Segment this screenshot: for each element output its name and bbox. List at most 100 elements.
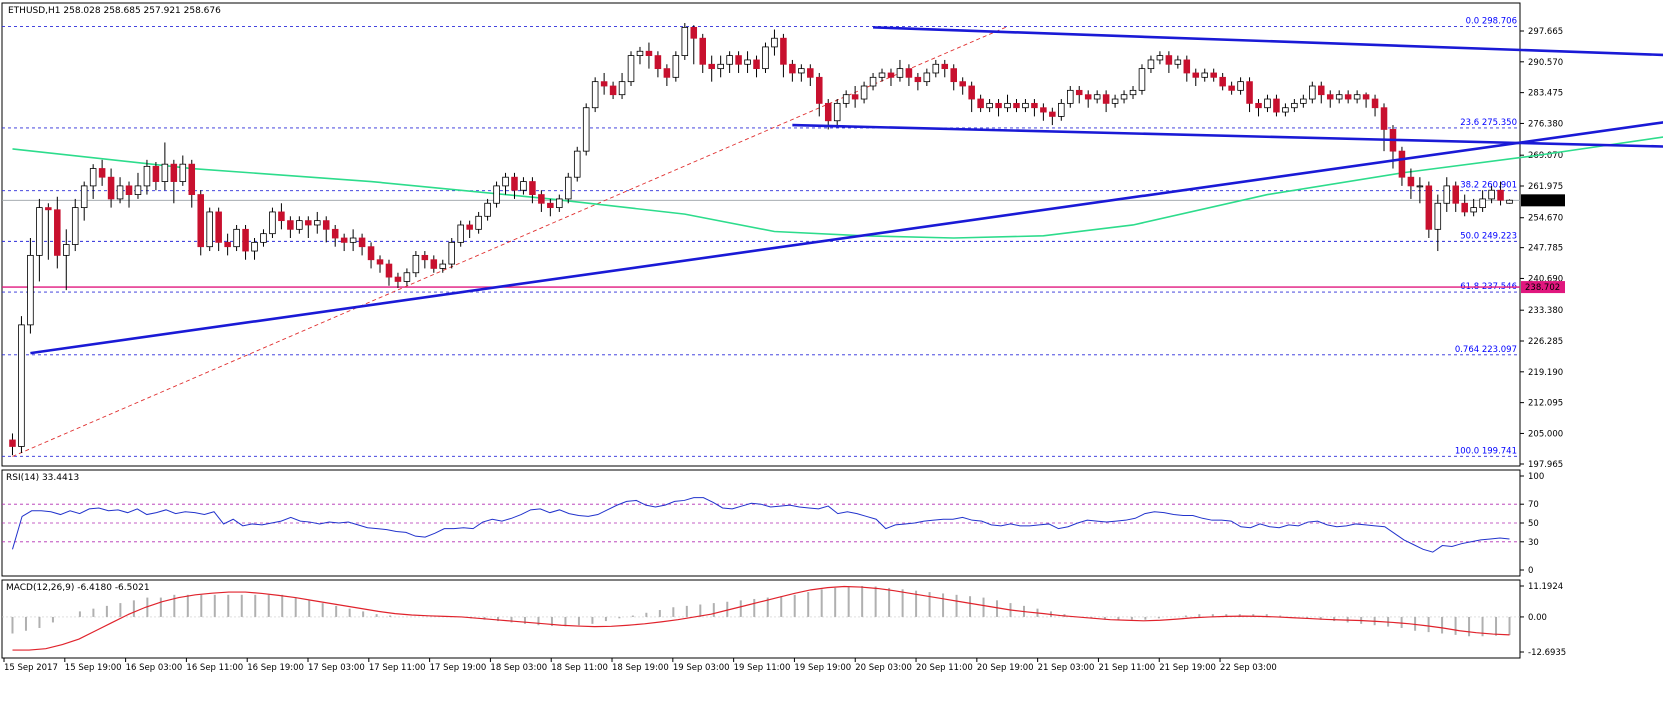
candle-body [1156, 55, 1164, 61]
candle-body [269, 211, 276, 235]
candle-body [215, 211, 222, 243]
candle-body [842, 94, 850, 104]
candle-body [699, 37, 707, 65]
price-tick-label: 297.665 [1528, 27, 1563, 37]
current-price-label: 258.676 [1525, 196, 1560, 206]
candle-body [1344, 94, 1352, 100]
candle-body [18, 324, 25, 447]
candle-body [9, 439, 16, 447]
candle-body [1013, 102, 1020, 109]
candle-body [807, 68, 814, 78]
candle-body [520, 181, 527, 191]
candle-body [1138, 68, 1146, 91]
macd-tick-label: -12.6935 [1528, 648, 1566, 658]
candle-body [322, 220, 330, 230]
x-tick-label: 18 Sep 11:00 [551, 663, 608, 673]
fib-level-label: 0.764 223.097 [1455, 345, 1517, 355]
candle-body [233, 228, 240, 248]
rsi-line [12, 497, 1510, 553]
candle-body [1452, 185, 1460, 204]
price-tick-label: 261.975 [1528, 182, 1563, 192]
candle-body [45, 207, 52, 211]
candle-body [403, 272, 411, 282]
candle-body [206, 211, 213, 248]
candle-body [1228, 85, 1235, 91]
macd-tick-label: 11.1924 [1528, 582, 1563, 592]
candle-body [1497, 189, 1504, 201]
fib-anchor-dashed-line [12, 26, 1008, 457]
candle-body [887, 72, 895, 78]
candle-body [98, 168, 106, 178]
x-tick-label: 19 Sep 11:00 [734, 663, 791, 673]
candle-body [932, 63, 940, 74]
candle-body [753, 59, 760, 70]
candle-body [573, 150, 581, 178]
price-tick-label: 226.285 [1528, 337, 1563, 347]
x-tick-label: 16 Sep 11:00 [186, 663, 243, 673]
candle-body [591, 81, 599, 109]
candle-body [1264, 98, 1271, 109]
candle-body [1165, 55, 1173, 65]
candle-body [672, 55, 680, 78]
candle-body [152, 165, 160, 182]
candle-body [556, 198, 563, 209]
candle-body [986, 102, 993, 109]
candle-body [1031, 102, 1038, 109]
candle-body [547, 202, 554, 209]
macd-tick-label: 0.00 [1528, 613, 1547, 623]
trend-line [792, 123, 1663, 148]
candle-body [224, 241, 231, 248]
candle-body [1183, 59, 1191, 74]
x-tick-label: 21 Sep 19:00 [1159, 663, 1216, 673]
candle-body [968, 85, 975, 100]
trend-line [30, 121, 1663, 355]
candle-body [1309, 85, 1316, 100]
candle-body [771, 37, 778, 48]
candle-body [977, 98, 984, 109]
candle-body [305, 220, 312, 226]
price-tick-label: 219.190 [1528, 368, 1563, 378]
candle-body [995, 102, 1002, 109]
candle-body [681, 26, 689, 57]
candle-body [62, 244, 70, 256]
candle-body [950, 68, 958, 83]
candle-body [1246, 81, 1253, 104]
candle-body [1488, 189, 1495, 200]
candle-body [762, 46, 769, 70]
candle-body [1407, 176, 1415, 187]
price-tick-label: 283.475 [1528, 89, 1563, 99]
candle-body [27, 254, 34, 326]
rsi-label: RSI(14) 33.4413 [6, 473, 79, 483]
candle-body [1219, 76, 1226, 87]
macd-signal-line [12, 585, 1510, 651]
trend-line [873, 26, 1663, 57]
price-tick-label: 269.070 [1528, 151, 1563, 161]
candle-body [896, 68, 904, 78]
candle-body [582, 107, 590, 152]
candle-body [71, 207, 79, 245]
candle-body [188, 163, 196, 195]
candle-body [1362, 94, 1370, 100]
x-tick-label: 17 Sep 11:00 [369, 663, 426, 673]
x-tick-label: 18 Sep 03:00 [490, 663, 547, 673]
current-price-badge [1521, 194, 1565, 207]
fib-level-label: 23.6 275.350 [1460, 118, 1517, 128]
candle-body [134, 185, 142, 195]
price-tick-label: 197.965 [1528, 460, 1563, 470]
price-tick-label: 233.380 [1528, 306, 1563, 316]
candle-body [1353, 94, 1361, 100]
candle-body [116, 185, 124, 200]
fib-level-label: 38.2 260.901 [1460, 181, 1517, 191]
candle-body [287, 220, 294, 230]
candle-body [80, 185, 88, 209]
candle-body [1434, 202, 1442, 230]
candle-body [439, 263, 447, 269]
candle-body [941, 63, 949, 70]
candle-body [1058, 102, 1065, 117]
candle-body [278, 211, 285, 222]
price-tick-label: 212.095 [1528, 399, 1563, 409]
candle-body [815, 76, 823, 104]
candle-body [833, 102, 841, 122]
candle-body [125, 185, 133, 195]
candle-body [161, 163, 169, 182]
